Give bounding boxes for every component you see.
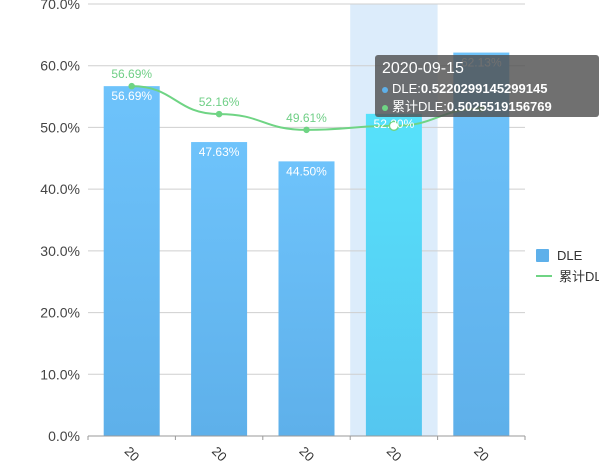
bar-value-label: 44.50% [286,164,327,178]
bar [365,113,422,436]
line-value-label: 49.61% [286,111,327,125]
y-tick-label: 70.0% [40,0,80,12]
tooltip-label: DLE: [392,81,421,96]
y-tick-label: 40.0% [40,181,80,197]
y-tick-label: 20.0% [40,305,80,321]
series-dot-icon [382,104,388,111]
line-point [303,126,310,134]
x-tick-label: 20 [209,444,230,464]
tooltip-label: 累计DLE: [392,99,447,114]
line-point [388,120,400,132]
y-tick-label: 30.0% [40,243,80,259]
x-tick-label: 20 [471,444,492,464]
tooltip-title: 2020-09-15 [382,60,464,77]
series-dot-icon [382,86,388,93]
legend-swatch-dle [536,249,549,262]
bar-value-label: 52.20% [374,117,415,131]
x-tick-label: 20 [384,444,405,464]
tooltip-value: 0.5025519156769 [446,99,552,114]
bar-value-label: 56.69% [111,89,152,103]
legend-label: DLE [557,248,583,263]
y-tick-label: 10.0% [40,366,80,382]
line-point [128,82,135,90]
x-tick-label: 20 [122,444,143,464]
line-point [215,110,223,118]
tooltip-value: 0.5220299145299145 [420,81,548,96]
bar-value-label: 47.63% [199,145,240,159]
line-value-label: 56.69% [111,67,152,81]
bar [103,86,160,436]
tooltip-row-cumulative: 累计DLE:0.5025519156769 [382,98,599,116]
y-tick-label: 0.0% [48,428,80,444]
tooltip: 2020-09-15 DLE:0.5220299145299145 累计DLE:… [375,55,599,117]
legend-label: 累计DLE [559,269,599,284]
bar [191,142,248,436]
y-tick-label: 50.0% [40,119,80,135]
y-tick-label: 60.0% [40,58,80,74]
bar [278,161,335,436]
tooltip-row-dle: DLE:0.5220299145299145 [382,80,599,98]
line-value-label: 52.16% [199,95,240,109]
x-tick-label: 20 [296,444,317,464]
